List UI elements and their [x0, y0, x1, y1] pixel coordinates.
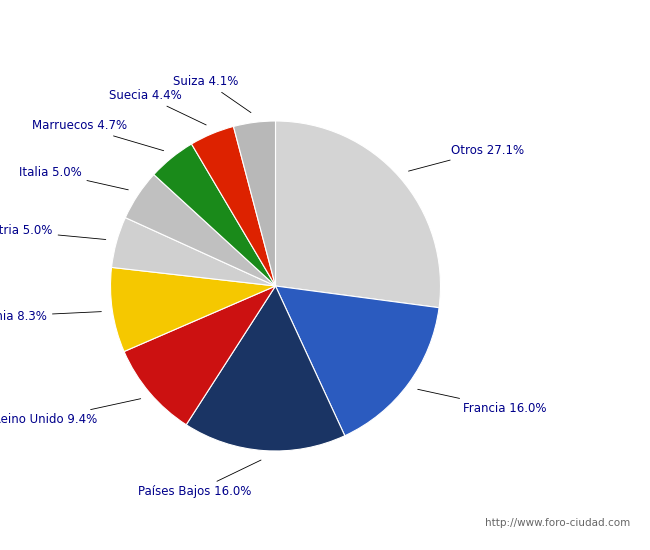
Wedge shape — [124, 286, 276, 425]
Text: Italia 5.0%: Italia 5.0% — [19, 166, 128, 190]
Text: Alemania 8.3%: Alemania 8.3% — [0, 310, 101, 323]
Wedge shape — [276, 121, 441, 307]
Text: Suecia 4.4%: Suecia 4.4% — [109, 89, 206, 125]
Wedge shape — [192, 126, 276, 286]
Wedge shape — [154, 144, 276, 286]
Text: Austria 5.0%: Austria 5.0% — [0, 224, 106, 239]
Wedge shape — [276, 286, 439, 436]
Text: Algemesí - Turistas extranjeros según país - Abril de 2024: Algemesí - Turistas extranjeros según pa… — [93, 13, 557, 29]
Wedge shape — [111, 267, 276, 351]
Text: Suiza 4.1%: Suiza 4.1% — [174, 75, 251, 113]
Wedge shape — [233, 121, 276, 286]
Text: Reino Unido 9.4%: Reino Unido 9.4% — [0, 399, 140, 426]
Wedge shape — [186, 286, 344, 451]
Text: Otros 27.1%: Otros 27.1% — [408, 144, 525, 171]
Text: http://www.foro-ciudad.com: http://www.foro-ciudad.com — [486, 518, 630, 528]
Text: Países Bajos 16.0%: Países Bajos 16.0% — [138, 460, 261, 498]
Text: Francia 16.0%: Francia 16.0% — [418, 389, 547, 415]
Wedge shape — [125, 174, 276, 286]
Text: Marruecos 4.7%: Marruecos 4.7% — [32, 119, 164, 151]
Wedge shape — [112, 218, 276, 286]
